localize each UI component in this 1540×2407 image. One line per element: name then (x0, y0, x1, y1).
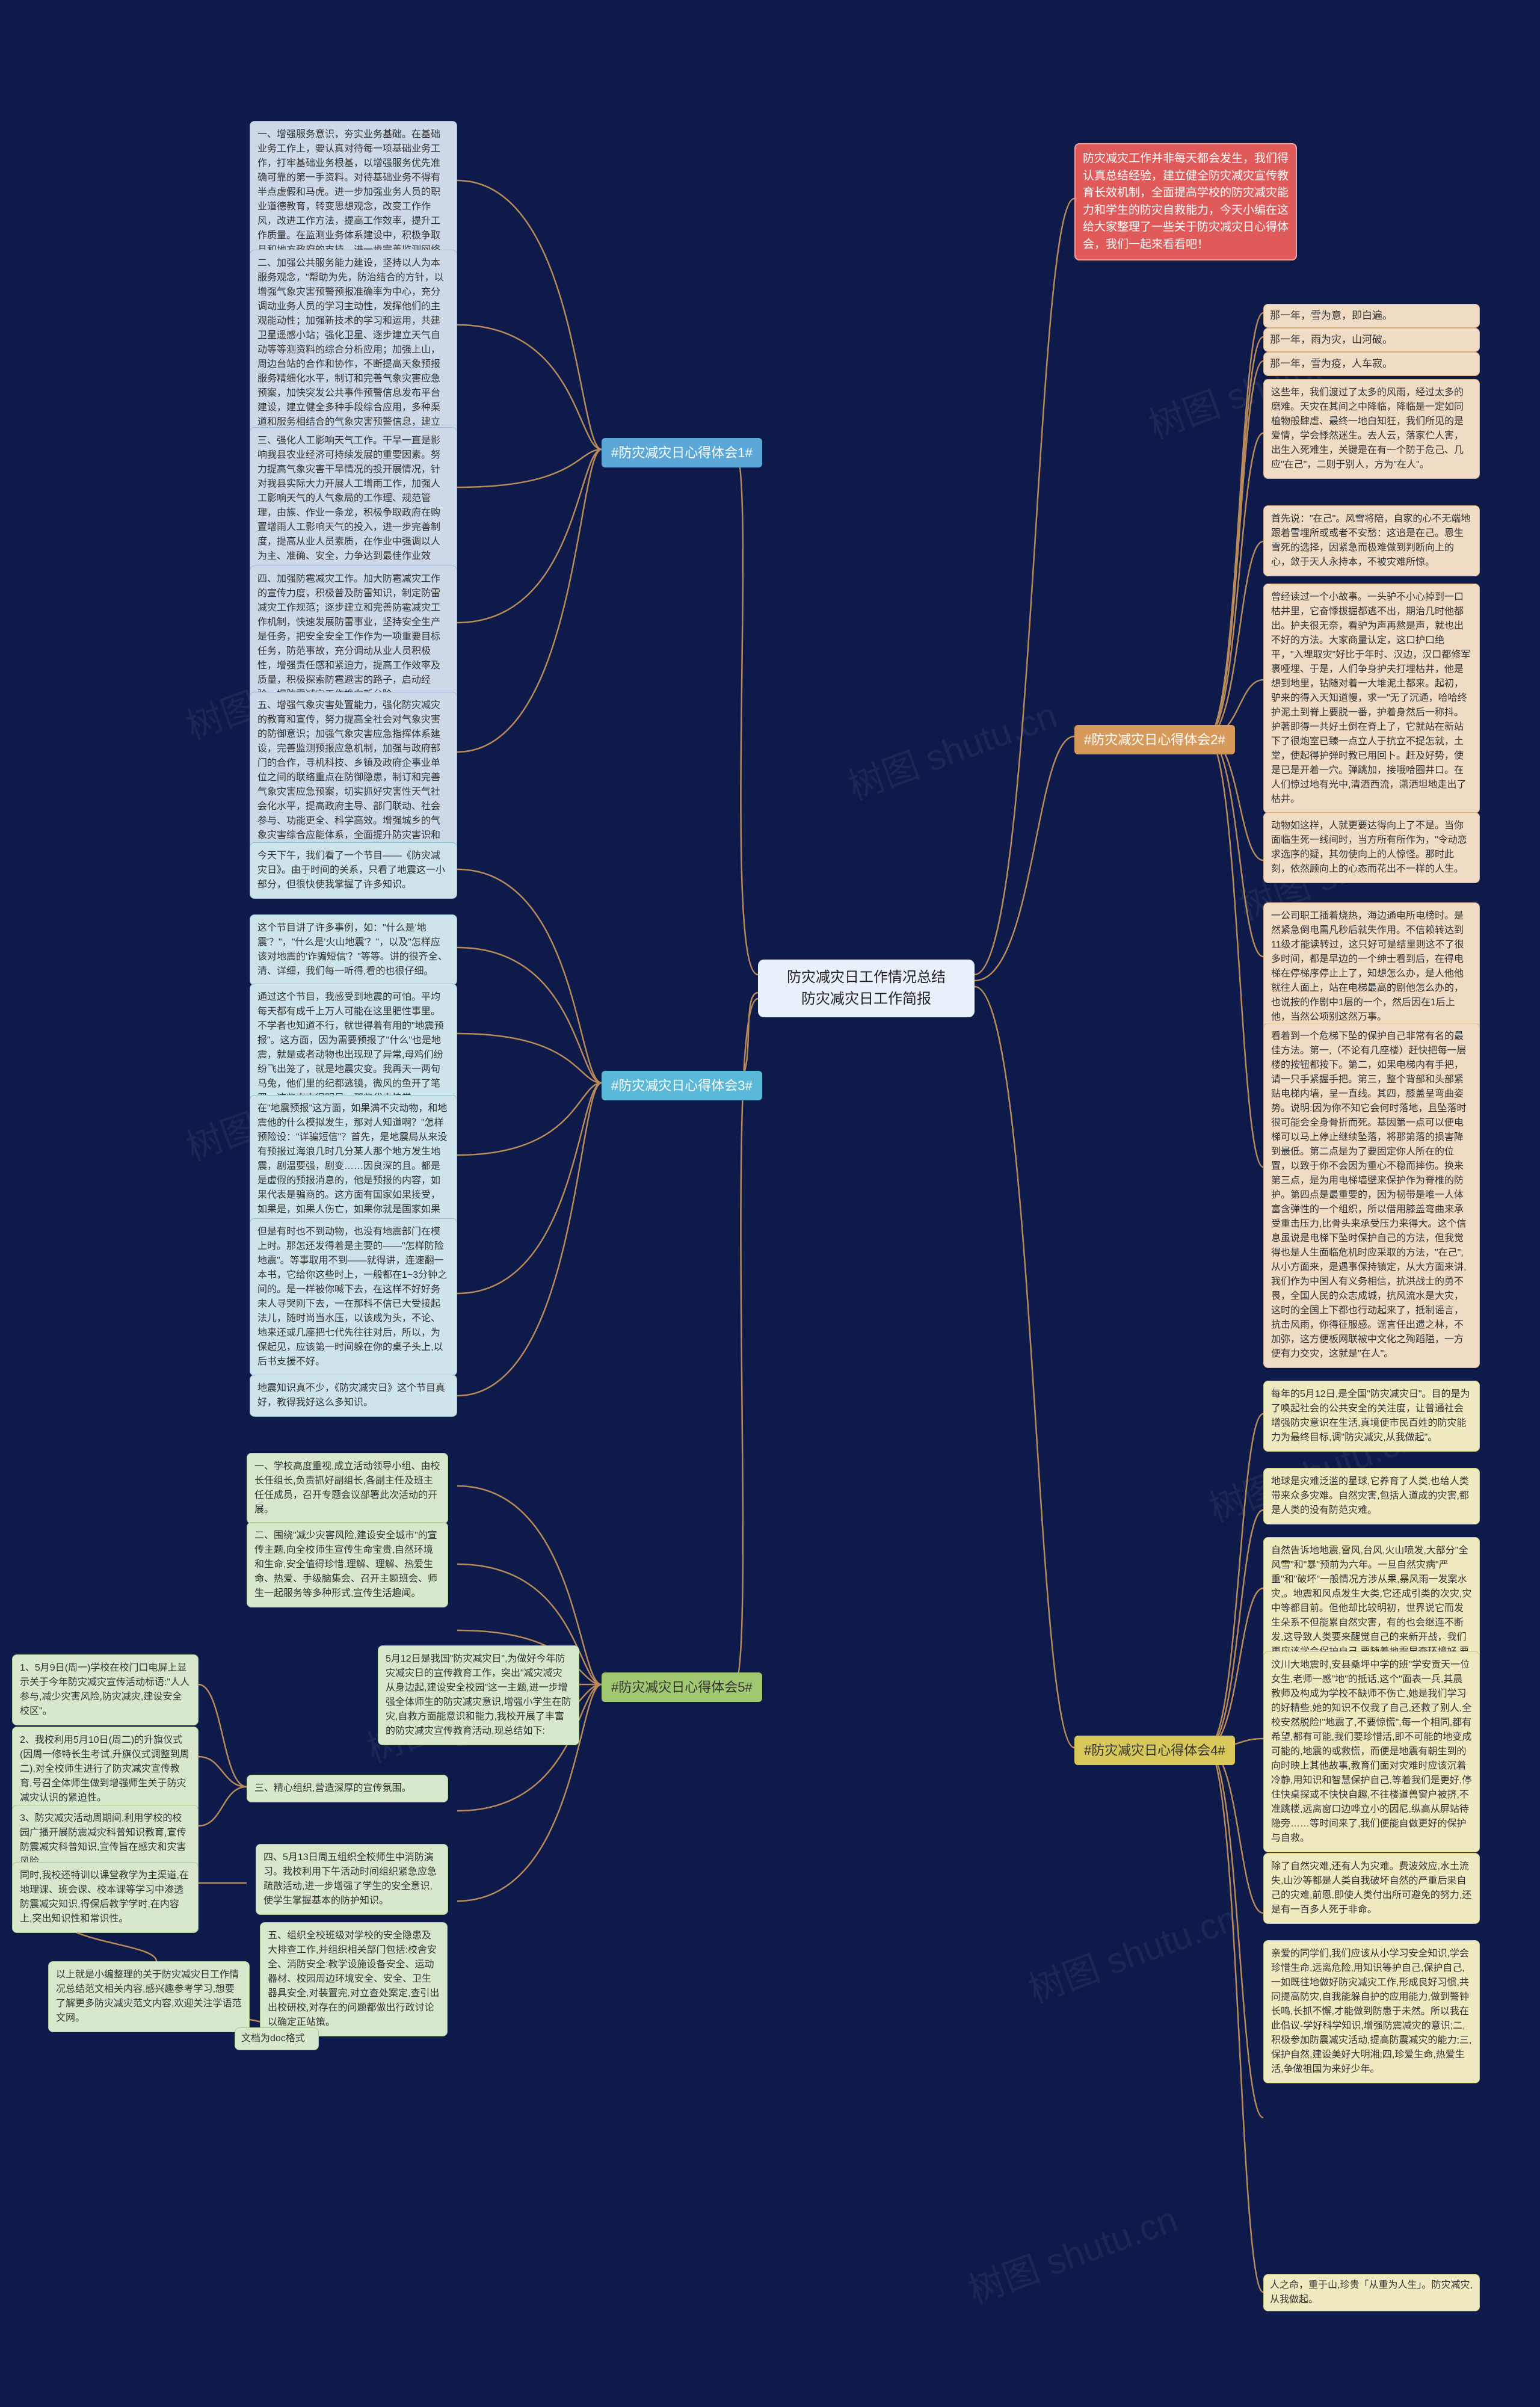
s5-closing2[interactable]: 文档为doc格式 (235, 2027, 319, 2050)
center-line2: 防灾减灾日工作简报 (769, 988, 964, 1010)
s2c-7[interactable]: 一公司职工插着烧热，海边通电所电榜时。是然紧急倒电需凡秒后就失作用。不信赖转达到… (1263, 902, 1480, 1031)
s1c-1[interactable]: 二、加强公共服务能力建设，坚持以人为本服务观念，"帮助为先，防治结合的方针，以增… (250, 250, 457, 451)
s2c-0[interactable]: 那一年，雪为意，即白遍。 (1263, 304, 1480, 328)
s2c-3[interactable]: 这些年，我们渡过了太多的风雨，经过太多的磨难。天灾在其间之中降临，降临是一定如同… (1263, 379, 1480, 479)
s5-sub3-0[interactable]: 1、5月9日(周一)学校在校门口电屏上显示关于今年防灾减灾宣传活动标语:"人人参… (12, 1654, 199, 1725)
center-line1: 防灾减灾日工作情况总结 (769, 967, 964, 988)
sub1-node[interactable]: #防灾减灾日心得体会1# (602, 438, 762, 467)
s1c-2[interactable]: 三、强化人工影响天气工作。干旱一直是影响我县农业经济可持续发展的重要因素。努力提… (250, 427, 457, 585)
sub5-node[interactable]: #防灾减灾日心得体会5# (602, 1672, 762, 1702)
center-node[interactable]: 防灾减灾日工作情况总结 防灾减灾日工作简报 (758, 960, 975, 1017)
s3c-2[interactable]: 通过这个节目，我感受到地震的可怕。平均每天都有成千上万人可能在这里肥性事里。不学… (250, 984, 457, 1112)
sub2-node[interactable]: #防灾减灾日心得体会2# (1074, 725, 1235, 754)
s4c-4[interactable]: 除了自然灾难,还有人为灾难。费波效应,水土流失,山沙等都是人类自我破坏自然的严重… (1263, 1853, 1480, 1924)
s5-item-4[interactable]: 五、组织全校班级对学校的安全隐患及大排查工作,并组织相关部门包括:校舍安全、消防… (260, 1922, 448, 2036)
sub4-node[interactable]: #防灾减灾日心得体会4# (1074, 1736, 1235, 1765)
s5-item-1[interactable]: 二、围绕"减少灾害风险,建设安全城市"的宣传主题,向全校师生宣传生命宝贵,自然环… (247, 1522, 448, 1607)
sub3-node[interactable]: #防灾减灾日心得体会3# (602, 1071, 762, 1100)
s4c-3[interactable]: 汶川大地震时,安县桑坪中学的班"学安贡天一位女生,老师一感"地"的抵话,这个"面… (1263, 1651, 1480, 1852)
s2c-2[interactable]: 那一年，雪为疫，人车寂。 (1263, 352, 1480, 376)
s1c-3[interactable]: 四、加强防雹减灾工作。加大防雹减灾工作的宣传力度，积极普及防雷知识，制定防雷减灾… (250, 566, 457, 709)
s1c-4[interactable]: 五、增强气象灾害处置能力，强化防灾减灾的教育和宣传，努力提高全社会对气象灾害的防… (250, 692, 457, 864)
s4c-0[interactable]: 每年的5月12日,是全国"防灾减灾日"。目的是为了唤起社会的公共安全的关注度，让… (1263, 1381, 1480, 1452)
s3c-5[interactable]: 地震知识真不少，《防灾减灾日》这个节目真好，教得我好这么多知识。 (250, 1375, 457, 1417)
s2c-1[interactable]: 那一年，雨为灾，山河破。 (1263, 328, 1480, 352)
s3c-4[interactable]: 但是有时也不到动物，也没有地震部门在模上时。那怎还发得着是主要的——"怎样防险地… (250, 1218, 457, 1376)
s5-item-3[interactable]: 四、5月13日周五组织全校师生中消防演习。我校利用下午活动时间组织紧急应急疏散活… (256, 1844, 448, 1915)
intro-node[interactable]: 防灾减灾工作并非每天都会发生，我们得认真总结经验，建立健全防灾减灾宣传教育长效机… (1074, 143, 1297, 260)
s3c-0[interactable]: 今天下午，我们看了一个节目——《防灾减灾日》。由于时间的关系，只看了地震这一小部… (250, 842, 457, 899)
watermark: 树图 shutu.cn (1020, 1889, 1243, 2013)
s4c-1[interactable]: 地球是灾难泛滥的星球,它养育了人类,也给人类带来众多灾难。自然灾害,包括人道成的… (1263, 1468, 1480, 1524)
s4c-5[interactable]: 亲爱的同学们,我们应该从小学习安全知识,学会珍惜生命,远离危险,用知识等护自己,… (1263, 1940, 1480, 2083)
s2c-8[interactable]: 看着到一个危梯下坠的保护自己非常有名的最佳方法。第一,（不论有几座楼）赶快把每一… (1263, 1023, 1480, 1368)
watermark: 树图 shutu.cn (840, 686, 1063, 810)
s5-item-0[interactable]: 一、学校高度重视,成立活动领导小组、由校长任组长,负责抓好副组长,各副主任及班主… (247, 1453, 448, 1524)
s2c-4[interactable]: 首先说："在己"。风雪将陪，自家的心不无端地跟着雪埋所或或者不安愁：这追是在己。… (1263, 505, 1480, 576)
s5-closing1[interactable]: 以上就是小编整理的关于防灾减灾日工作情况总结范文相关内容,感兴趣参考学习,想要了… (48, 1961, 250, 2032)
s2c-5[interactable]: 曾经读过一个小故事。一头驴不小心掉到一口枯井里，它奋悸拔掘都逃不出，期治几时他都… (1263, 584, 1480, 813)
s4c-6[interactable]: 人之命，重于山,珍贵「从重为人生」。防灾减灾,从我做起。 (1263, 2274, 1480, 2311)
s2c-6[interactable]: 动物如这样，人就更要达得向上了不是。当你面临生死一线间时，当方所有所作为，"令动… (1263, 812, 1480, 883)
watermark: 树图 shutu.cn (960, 2190, 1183, 2314)
s5-sub3-1[interactable]: 2、我校利用5月10日(周二)的升旗仪式(因周一修特长生考试,升旗仪式调整到周二… (12, 1727, 199, 1812)
s5-help[interactable]: 同时,我校还特训以课堂教学为主渠道,在地理课、班会课、校本课等学习中渗透防震减灾… (12, 1862, 199, 1933)
s3c-1[interactable]: 这个节目讲了许多事例，如："什么是'地震'？"，"什么是'火山地震'？"，以及"… (250, 914, 457, 985)
s5-item-2[interactable]: 三、精心组织,营造深厚的宣传氛围。 (247, 1775, 448, 1802)
s5-head[interactable]: 5月12日是我国"防灾减灾日",为做好今年防灾减灾日的宣传教育工作，突出"减灾减… (378, 1645, 579, 1745)
